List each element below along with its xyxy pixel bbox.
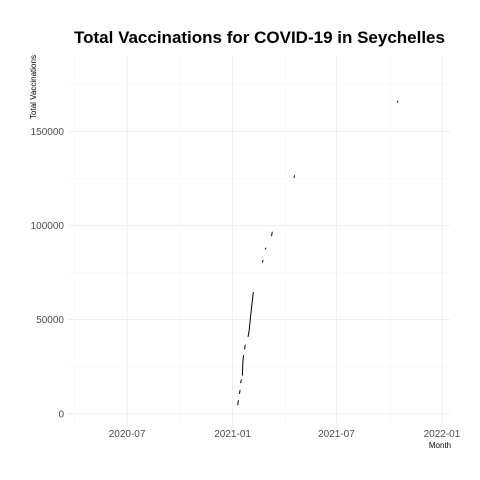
x-tick-label: 2020-07 — [109, 429, 146, 440]
series-segment — [245, 345, 246, 349]
y-tick-label: 0 — [58, 409, 64, 420]
plot-grid — [68, 56, 450, 427]
series-segment — [241, 380, 242, 383]
y-tick-label: 150000 — [31, 127, 65, 138]
series-segment — [262, 260, 263, 262]
x-axis-label: Month — [429, 441, 451, 450]
x-tick-label: 2022-01 — [424, 429, 461, 440]
y-tick-label: 100000 — [31, 221, 65, 232]
series-segment — [248, 292, 253, 336]
series-segment — [272, 232, 273, 236]
y-axis-ticks: 0 50000 100000 150000 — [31, 127, 65, 420]
y-axis-label: Total Vaccinations — [29, 55, 38, 119]
chart-title: Total Vaccinations for COVID-19 in Seych… — [74, 28, 445, 47]
series-segment — [265, 248, 266, 249]
series-segment — [240, 390, 241, 393]
series-segment — [242, 355, 243, 375]
x-tick-label: 2021-07 — [318, 429, 355, 440]
series-segment — [397, 101, 398, 102]
x-tick-label: 2021-01 — [214, 429, 251, 440]
x-axis-ticks: 2020-07 2021-01 2021-07 2022-01 — [109, 429, 461, 440]
y-tick-label: 50000 — [36, 315, 64, 326]
series-segment — [238, 401, 239, 405]
series-segment — [294, 176, 295, 178]
series-total-vaccinations — [238, 101, 398, 405]
